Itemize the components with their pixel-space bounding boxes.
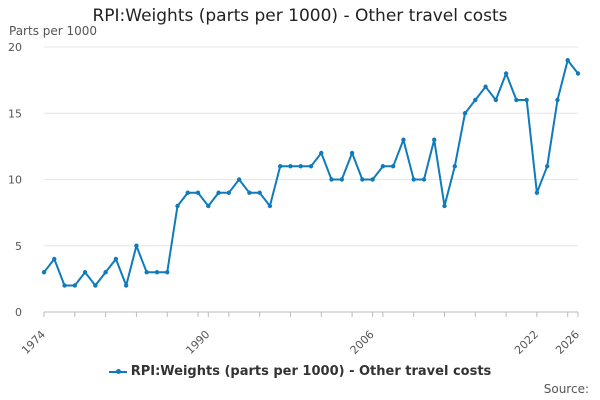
data-point — [226, 190, 232, 195]
data-point — [544, 164, 550, 169]
data-point — [175, 203, 180, 209]
data-point — [206, 203, 211, 209]
data-point — [432, 137, 437, 142]
data-point — [41, 270, 47, 275]
y-axis-label: Parts per 1000 — [9, 24, 98, 38]
data-point — [52, 256, 57, 262]
data-point — [390, 164, 396, 169]
data-point — [113, 256, 119, 262]
data-point — [503, 71, 509, 76]
data-point — [370, 177, 375, 182]
data-point — [165, 270, 170, 275]
data-point — [62, 283, 67, 288]
x-tick-label: 2022 — [512, 328, 541, 357]
source-label: Source: — [543, 382, 589, 396]
y-tick-label: 5 — [15, 240, 22, 253]
legend[interactable]: RPI:Weights (parts per 1000) - Other tra… — [0, 364, 600, 379]
chart-title: RPI:Weights (parts per 1000) - Other tra… — [92, 6, 508, 26]
x-tick-label: 1974 — [19, 328, 48, 357]
data-point — [575, 71, 581, 76]
data-point — [483, 84, 488, 89]
data-point — [380, 164, 386, 169]
y-tick-label: 0 — [15, 306, 22, 319]
legend-label: RPI:Weights (parts per 1000) - Other tra… — [130, 364, 492, 379]
data-point — [565, 58, 570, 63]
x-tick-label: 1990 — [183, 328, 212, 357]
data-point — [319, 150, 324, 156]
data-point — [236, 177, 242, 182]
series-group — [41, 58, 581, 288]
data-point — [401, 137, 406, 142]
data-point — [134, 243, 139, 248]
data-point — [452, 164, 457, 169]
data-point — [103, 270, 108, 275]
data-point — [555, 97, 560, 103]
x-tick-label: 2006 — [348, 328, 377, 357]
data-point — [524, 97, 529, 103]
data-point — [411, 177, 416, 182]
data-point — [308, 164, 314, 169]
data-point — [267, 203, 273, 209]
data-point — [72, 283, 78, 288]
data-point — [349, 150, 355, 156]
data-point — [462, 111, 468, 116]
y-axis-ticks: 0 5 10 15 20 — [8, 41, 22, 319]
data-point — [123, 283, 129, 288]
data-point — [144, 270, 149, 275]
data-point — [534, 190, 540, 195]
data-point — [216, 190, 221, 195]
y-tick-label: 20 — [8, 41, 22, 54]
data-point — [185, 190, 190, 195]
x-axis: 1974 1990 2006 2022 2026 — [19, 312, 582, 357]
data-point — [257, 190, 262, 195]
series-line — [43, 59, 579, 287]
data-point — [195, 190, 201, 195]
x-tick-label: 2026 — [553, 328, 582, 357]
data-point — [277, 164, 283, 169]
data-point — [93, 283, 98, 288]
data-point — [154, 270, 160, 275]
data-point — [339, 177, 345, 182]
data-point — [329, 177, 334, 182]
data-point — [493, 97, 499, 103]
data-point — [82, 270, 88, 275]
data-point — [473, 97, 478, 103]
y-tick-label: 15 — [8, 107, 22, 120]
data-point — [288, 164, 293, 169]
data-point — [247, 190, 252, 195]
data-point — [442, 203, 447, 209]
data-point — [421, 177, 427, 182]
y-tick-label: 10 — [8, 174, 22, 187]
gridlines — [44, 46, 578, 313]
data-point — [514, 97, 519, 103]
legend-swatch — [108, 368, 127, 374]
legend-marker-icon — [115, 368, 121, 374]
data-point — [298, 164, 303, 169]
data-point — [360, 177, 365, 182]
